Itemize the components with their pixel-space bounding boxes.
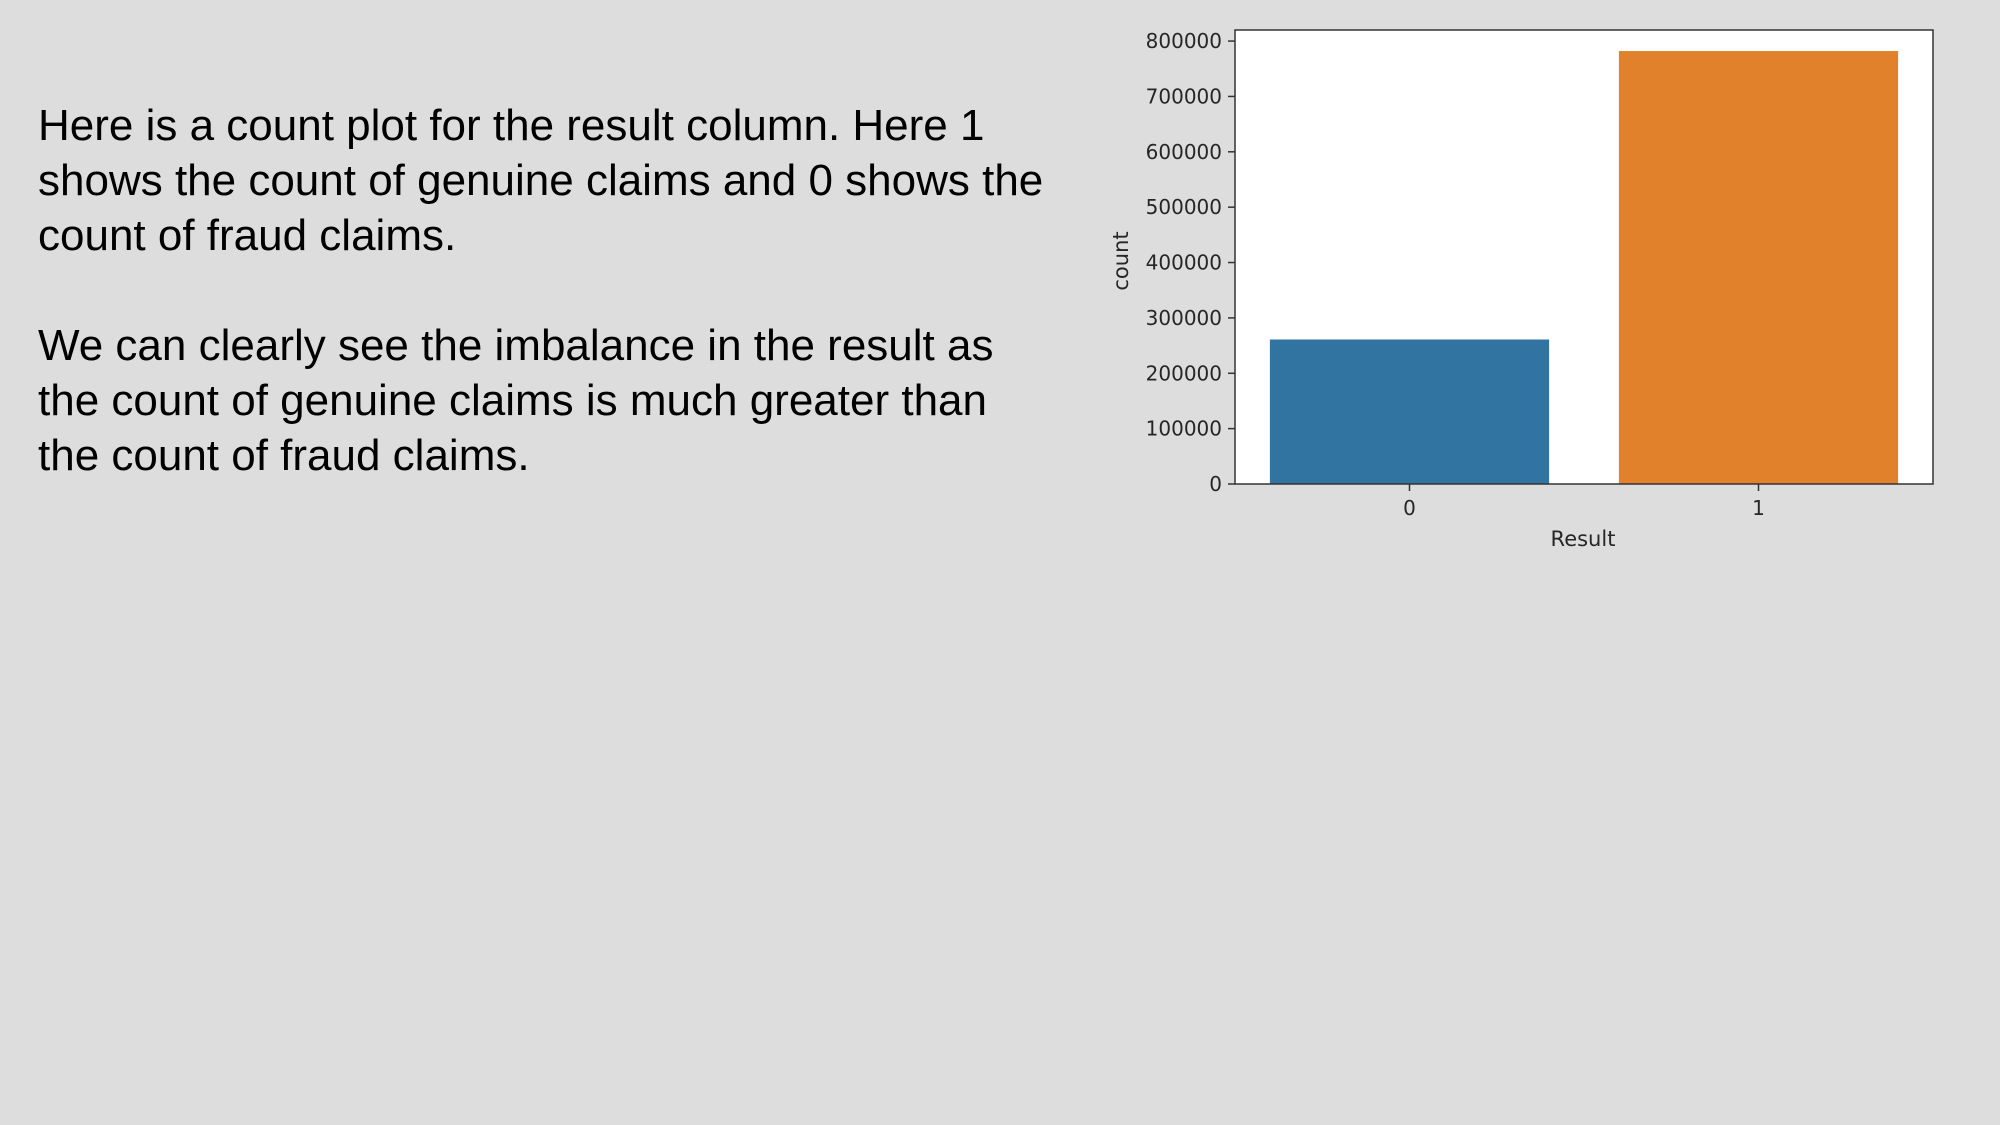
y-tick-label-500000: 500000 (1146, 195, 1222, 219)
y-tick-label-0: 0 (1209, 472, 1222, 496)
bar-0 (1269, 339, 1550, 484)
paragraph-1: Here is a count plot for the result colu… (38, 101, 1044, 260)
y-tick-label-800000: 800000 (1146, 29, 1222, 53)
y-axis-label: count (1109, 231, 1133, 290)
y-tick-label-700000: 700000 (1146, 84, 1222, 108)
y-tick-label-100000: 100000 (1146, 417, 1222, 441)
plot-frame (1234, 29, 1934, 485)
y-tick-label-300000: 300000 (1146, 306, 1222, 330)
y-tick-label-200000: 200000 (1146, 361, 1222, 385)
y-tick-label-600000: 600000 (1146, 140, 1222, 164)
slide-text: Here is a count plot for the result colu… (38, 98, 1058, 483)
y-ticks-group: 0 100000 200000 300000 400000 500000 600000 700… (1146, 29, 1235, 496)
x-axis-label: Result (1551, 527, 1616, 551)
x-tick-label-0: 0 (1403, 496, 1416, 520)
y-tick-label-400000: 400000 (1146, 251, 1222, 275)
x-tick-label-1: 1 (1752, 496, 1765, 520)
bar-1 (1618, 51, 1899, 484)
paragraph-2: We can clearly see the imbalance in the … (38, 321, 994, 480)
bars-group (1269, 51, 1899, 484)
